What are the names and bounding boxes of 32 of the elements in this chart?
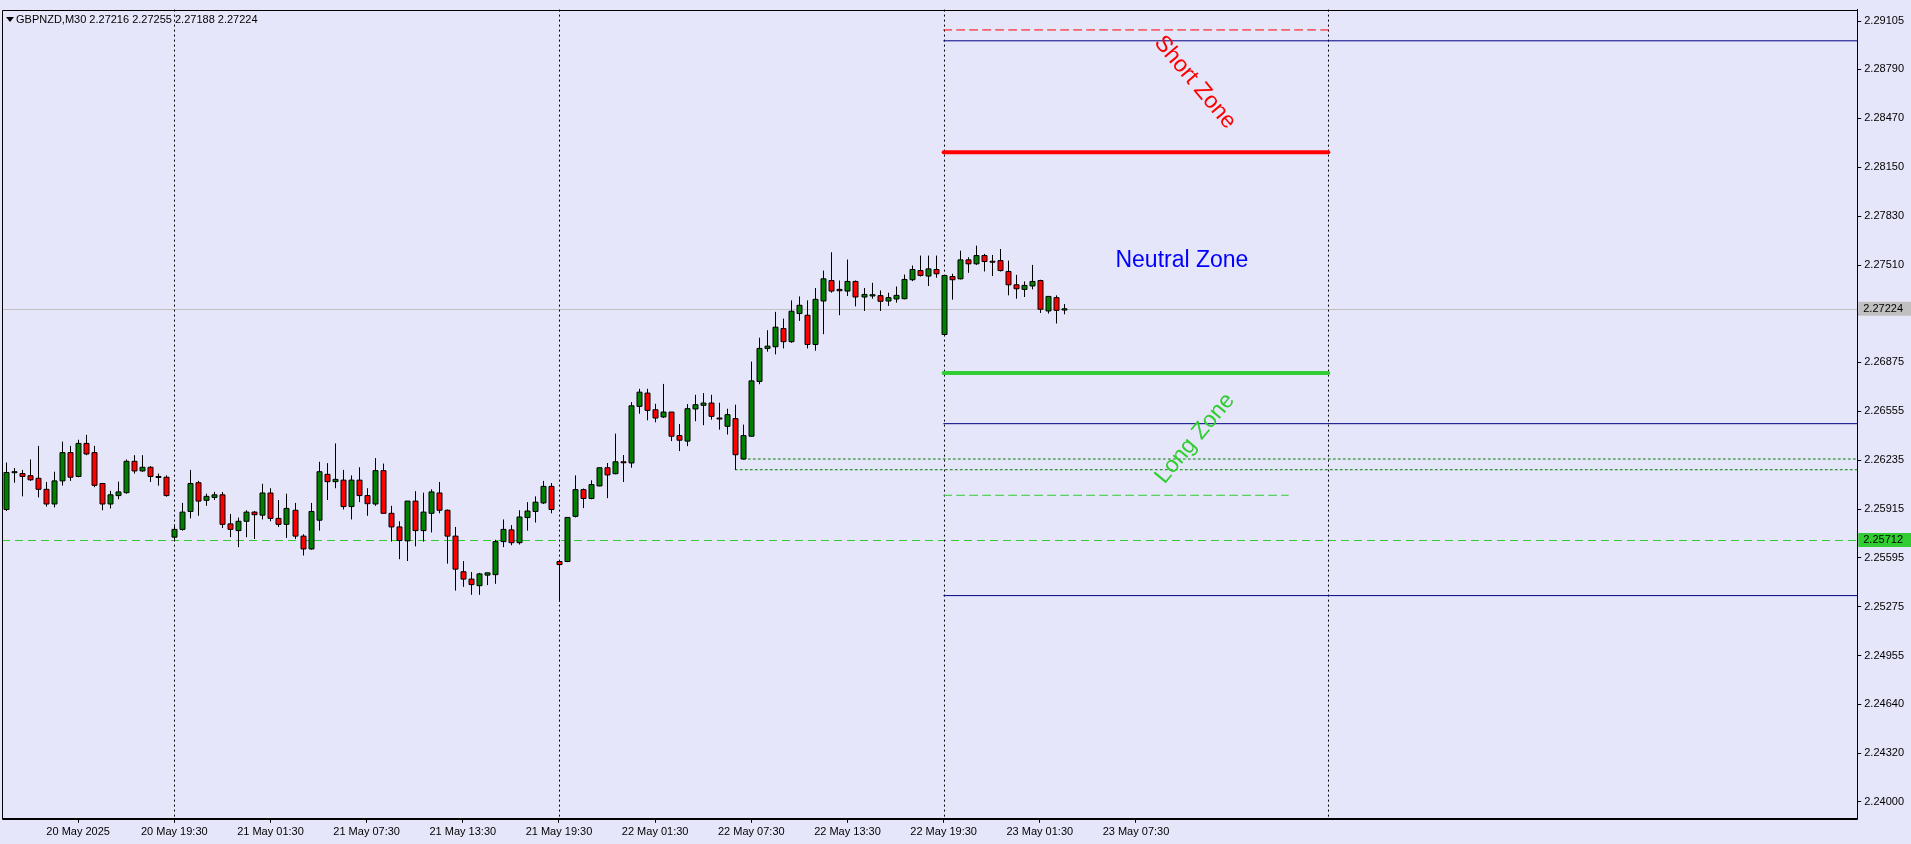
y-tick-label: 2.25915 [1864, 502, 1904, 515]
y-tick-label: 2.28790 [1864, 62, 1904, 75]
chart-title: GBPNZD,M30 2.27216 2.27255 2.27188 2.27224 [16, 13, 258, 25]
x-tick-label: 22 May 07:30 [717, 825, 785, 838]
x-tick-label: 21 May 01:30 [237, 825, 304, 838]
ref-line-label: 2.27224 [1863, 301, 1903, 314]
x-tick-label: 21 May 07:30 [333, 825, 400, 838]
y-tick-label: 2.26555 [1864, 404, 1904, 417]
annotation: Neutral Zone [1115, 245, 1249, 272]
y-tick-label: 2.24000 [1864, 795, 1904, 807]
ref-line-label: 2.25712 [1863, 533, 1903, 546]
x-tick-label: 22 May 19:30 [910, 825, 977, 838]
y-tick-label: 2.24955 [1864, 648, 1904, 661]
y-tick-label: 2.28150 [1864, 160, 1904, 173]
x-tick-label: 21 May 13:30 [429, 825, 497, 838]
y-tick-label: 2.26875 [1864, 355, 1904, 368]
y-tick-label: 2.24640 [1864, 697, 1904, 710]
x-tick-label: 23 May 07:30 [1102, 825, 1170, 838]
x-tick-label: 23 May 01:30 [1006, 825, 1074, 838]
x-tick-label: 22 May 01:30 [621, 825, 689, 838]
y-tick-label: 2.25275 [1864, 599, 1904, 612]
y-tick-label: 2.27510 [1864, 258, 1904, 271]
x-tick-label: 20 May 19:30 [140, 825, 208, 838]
x-tick-label: 20 May 2025 [46, 825, 110, 838]
y-tick-label: 2.27830 [1864, 209, 1904, 222]
y-tick-label: 2.29105 [1864, 14, 1904, 27]
x-tick-label: 21 May 19:30 [525, 825, 593, 838]
y-tick-label: 2.24320 [1864, 746, 1904, 759]
x-tick-label: 22 May 13:30 [814, 825, 881, 838]
y-tick-label: 2.28470 [1864, 111, 1904, 124]
y-tick-label: 2.25595 [1864, 551, 1904, 564]
y-tick-label: 2.26235 [1864, 453, 1904, 466]
